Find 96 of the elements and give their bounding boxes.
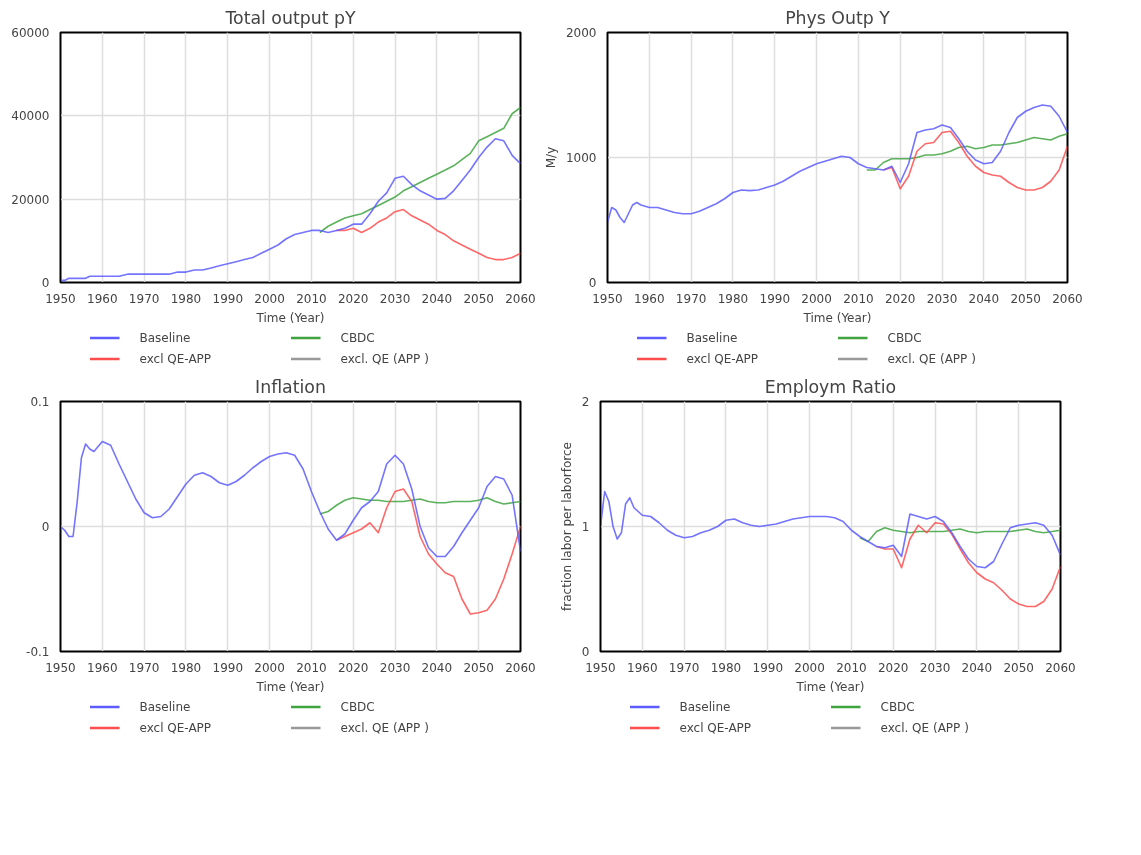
legend-label: excl QE-APP	[679, 720, 753, 735]
legend-label: excl. QE (APP )	[340, 351, 430, 366]
legend-label: Baseline	[139, 330, 192, 345]
line-series	[318, 106, 521, 234]
y-tick-label: 2	[581, 395, 590, 409]
x-tick-label: 2040	[421, 660, 453, 675]
x-tick-label: 1950	[45, 291, 76, 306]
y-tick-label: 0	[41, 276, 50, 290]
x-tick-label: 1960	[634, 291, 665, 306]
x-tick-label: 2000	[794, 660, 825, 675]
x-tick-label: 2050	[1010, 291, 1041, 306]
y-tick-label: -0.1	[26, 645, 50, 659]
y-tick-label: 0.1	[30, 395, 50, 409]
x-tick-label: 2030	[926, 291, 958, 306]
y-tick-label: 2000	[565, 26, 597, 40]
legend-label: CBDC	[880, 699, 916, 714]
x-tick-label: 2000	[801, 291, 832, 306]
legend-label: excl QE-APP	[139, 351, 213, 366]
x-tick-label: 1980	[717, 291, 749, 306]
y-tick-label: 60000	[11, 26, 50, 40]
x-tick-label: 1990	[752, 660, 784, 675]
x-tick-label: 2030	[379, 291, 411, 306]
x-tick-label: 2040	[968, 291, 1000, 306]
x-tick-label: 1950	[585, 660, 616, 675]
x-tick-label: 2020	[337, 660, 369, 675]
x-tick-label: 2020	[877, 660, 909, 675]
x-tick-label: 1990	[212, 660, 244, 675]
x-tick-label: 2010	[843, 291, 874, 306]
x-tick-label: 1950	[45, 660, 76, 675]
line-series	[335, 488, 521, 615]
x-axis-title: Time (Year)	[255, 679, 325, 694]
x-tick-label: 1970	[668, 660, 700, 675]
x-tick-label: 2030	[919, 660, 951, 675]
x-tick-label: 2010	[296, 660, 327, 675]
x-tick-label: 2060	[505, 660, 536, 675]
x-axis-title: Time (Year)	[255, 310, 325, 325]
chart-title: Employm Ratio	[764, 376, 897, 397]
line-series	[865, 132, 1068, 171]
x-tick-label: 1970	[675, 291, 707, 306]
x-axis-title: Time (Year)	[795, 679, 865, 694]
y-tick-label: 1	[581, 520, 590, 534]
line-series	[875, 521, 1061, 608]
legend-label: Baseline	[139, 699, 192, 714]
x-tick-label: 2050	[463, 291, 494, 306]
legend-label: Baseline	[686, 330, 739, 345]
x-tick-label: 1950	[592, 291, 623, 306]
x-tick-label: 2050	[463, 660, 494, 675]
x-tick-label: 1960	[627, 660, 658, 675]
x-tick-label: 2020	[884, 291, 916, 306]
y-tick-label: 40000	[11, 109, 50, 124]
chart-title: Inflation	[255, 376, 326, 397]
x-tick-label: 2010	[296, 291, 327, 306]
x-tick-label: 1990	[759, 291, 791, 306]
x-tick-label: 1970	[128, 291, 160, 306]
legend-label: Baseline	[679, 699, 732, 714]
y-tick-label: 0	[581, 645, 590, 659]
x-tick-label: 1960	[87, 660, 118, 675]
x-tick-label: 2000	[254, 660, 285, 675]
x-tick-label: 2050	[1003, 660, 1034, 675]
x-tick-label: 2060	[1045, 660, 1076, 675]
x-tick-label: 2010	[836, 660, 867, 675]
legend-label: CBDC	[887, 330, 923, 345]
legend-label: excl. QE (APP )	[880, 720, 970, 735]
legend-label: excl QE-APP	[686, 351, 760, 366]
x-tick-label: 1980	[710, 660, 742, 675]
line-series	[607, 104, 1068, 224]
y-tick-label: 20000	[11, 192, 50, 207]
x-tick-label: 2040	[961, 660, 993, 675]
chart-title: Phys Outp Y	[785, 7, 891, 28]
y-tick-label: 0	[588, 276, 597, 290]
line-series	[882, 130, 1068, 191]
line-series	[600, 490, 1061, 569]
x-tick-label: 1980	[170, 660, 202, 675]
x-tick-label: 1990	[212, 291, 244, 306]
line-series	[60, 440, 521, 558]
x-tick-label: 2040	[421, 291, 453, 306]
x-tick-label: 1980	[170, 291, 202, 306]
x-tick-label: 2030	[379, 660, 411, 675]
x-tick-label: 2020	[337, 291, 369, 306]
x-tick-label: 2060	[1052, 291, 1083, 306]
chart-title: Total output pY	[224, 7, 357, 28]
y-axis-title: M/y	[543, 146, 558, 169]
legend-label: excl. QE (APP )	[340, 720, 430, 735]
y-axis-title: fraction labor per laborforce	[559, 442, 574, 611]
legend-label: CBDC	[340, 330, 376, 345]
legend-label: excl. QE (APP )	[887, 351, 977, 366]
legend-label: excl QE-APP	[139, 720, 213, 735]
x-axis-title: Time (Year)	[802, 310, 872, 325]
y-tick-label: 0	[41, 520, 50, 534]
legend-label: CBDC	[340, 699, 376, 714]
x-tick-label: 1970	[128, 660, 160, 675]
x-tick-label: 1960	[87, 291, 118, 306]
line-series	[858, 526, 1061, 543]
x-tick-label: 2000	[254, 291, 285, 306]
x-tick-label: 2060	[505, 291, 536, 306]
y-tick-label: 1000	[565, 151, 597, 165]
